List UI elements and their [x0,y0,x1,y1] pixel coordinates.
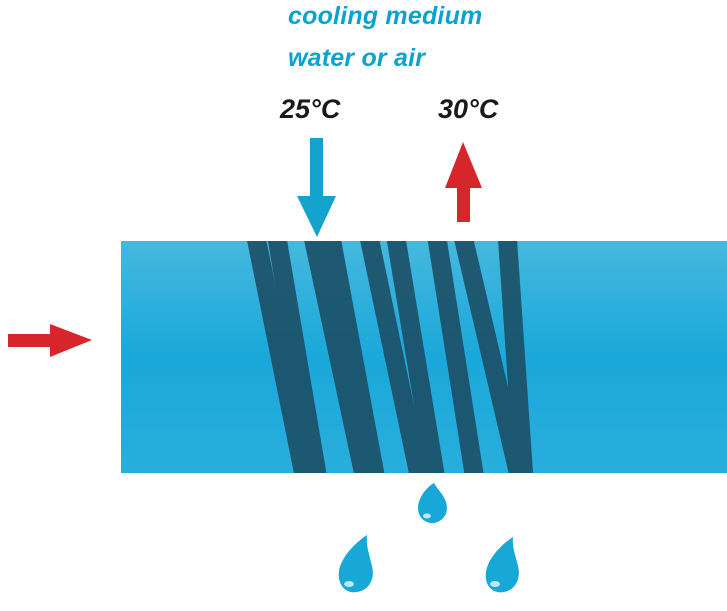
water-drop-icon [485,537,519,593]
tube [322,241,385,473]
tube [360,241,429,473]
water-drops [338,483,519,593]
arrow-up-icon [445,142,482,222]
water-drop-icon [418,483,447,524]
water-drop-icon [338,535,373,593]
arrow-right-icon [8,324,92,357]
arrow-down-icon [297,138,336,237]
tube-bundle [247,241,534,473]
tube [267,241,327,473]
tube [247,241,314,473]
cooling-medium-type-label: water or air [288,44,426,72]
tube [386,241,445,473]
tube [427,241,484,473]
cooling-medium-label: cooling medium [288,2,483,30]
outlet-temperature-label: 30°C [438,94,499,124]
tube [498,241,534,473]
tube [304,241,374,473]
inlet-temperature-label: 25°C [280,94,341,124]
tube [454,241,529,473]
